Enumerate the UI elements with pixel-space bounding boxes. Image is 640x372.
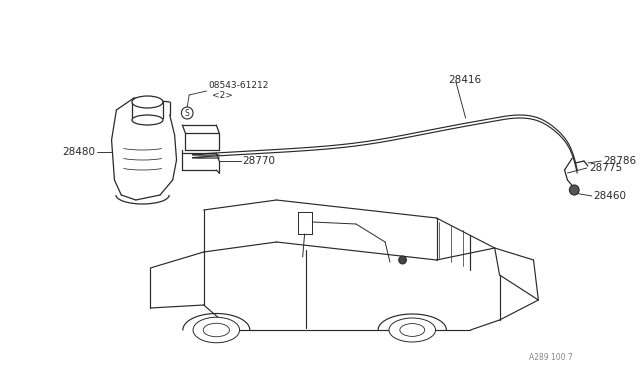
Text: 28416: 28416 bbox=[448, 75, 481, 85]
Text: S: S bbox=[185, 109, 189, 118]
Circle shape bbox=[570, 185, 579, 195]
Text: 28786: 28786 bbox=[604, 156, 637, 166]
Ellipse shape bbox=[193, 317, 239, 343]
Text: 28770: 28770 bbox=[243, 156, 275, 166]
Text: 28775: 28775 bbox=[589, 163, 622, 173]
Circle shape bbox=[181, 107, 193, 119]
Ellipse shape bbox=[132, 96, 163, 108]
Text: 28460: 28460 bbox=[594, 191, 627, 201]
Ellipse shape bbox=[389, 318, 436, 342]
Ellipse shape bbox=[204, 323, 229, 337]
Circle shape bbox=[399, 256, 406, 264]
Ellipse shape bbox=[132, 115, 163, 125]
Text: A289 100 7: A289 100 7 bbox=[529, 353, 572, 362]
Text: <2>: <2> bbox=[212, 90, 234, 99]
Text: 08543-61212: 08543-61212 bbox=[209, 80, 269, 90]
Ellipse shape bbox=[400, 324, 425, 336]
Text: 28480: 28480 bbox=[62, 147, 95, 157]
